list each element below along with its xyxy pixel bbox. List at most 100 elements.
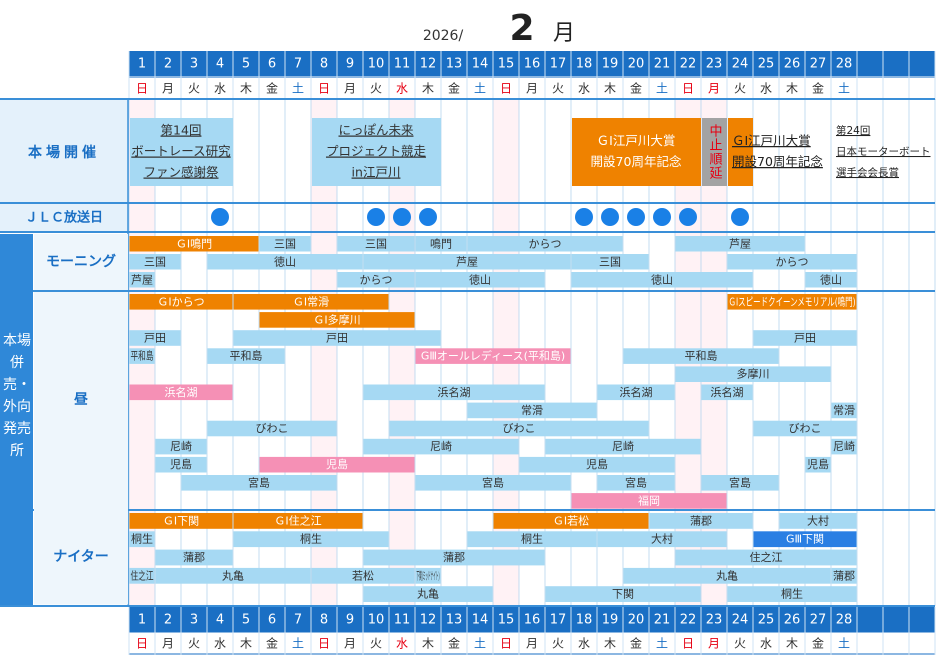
weekday: 火 — [188, 637, 200, 651]
bar-label: 住之江 — [131, 568, 154, 582]
day-number: 13 — [446, 613, 463, 628]
day-number: 5 — [242, 613, 250, 628]
bar-label: 丸亀 — [716, 568, 738, 582]
day-number: 4 — [216, 613, 224, 628]
jlc-dot — [731, 208, 749, 226]
day-number: 28 — [836, 613, 853, 628]
schedule-bar — [155, 567, 311, 584]
weekday: 木 — [240, 82, 252, 96]
weekday: 水 — [760, 637, 772, 651]
section-label-cell — [34, 292, 128, 512]
weekday: 金 — [266, 636, 278, 651]
day-number: 10 — [368, 57, 385, 72]
bar-label: ＧⅠスピードクイーンメモリアル(鳴門) — [729, 294, 856, 308]
day-number: 9 — [346, 613, 354, 628]
main-label-cell — [0, 100, 128, 202]
bar-label: 若松 — [352, 568, 374, 582]
day-number: 18 — [576, 57, 593, 72]
event-box — [572, 118, 701, 186]
day-number: 23 — [706, 613, 723, 628]
schedule-bar — [259, 456, 415, 473]
weekday: 金 — [448, 81, 460, 96]
weekday: 日 — [136, 82, 148, 96]
schedule-bar — [415, 236, 467, 252]
bar-label: ＧⅠ下関 — [163, 514, 199, 527]
bar-label: 徳山 — [469, 273, 491, 286]
weekday: 月 — [162, 82, 174, 96]
day-number: 1 — [138, 57, 146, 72]
bar-label: 三国 — [365, 237, 387, 250]
schedule-bar — [129, 384, 233, 401]
day-number: 9 — [346, 57, 354, 72]
weekday: 金 — [266, 81, 278, 96]
weekday: 月 — [708, 637, 720, 651]
weekday: 火 — [552, 637, 564, 651]
bar-label: びわこ — [789, 422, 822, 435]
weekday: 水 — [214, 82, 226, 96]
weekday: 水 — [578, 637, 590, 651]
bar-label: 桐生 — [131, 532, 153, 546]
bar-label: 蒲郡 — [690, 513, 712, 527]
bar-label: 三国 — [274, 237, 296, 250]
bar-label: 大村 — [651, 532, 673, 546]
weekday: 木 — [604, 82, 616, 96]
outlet-label-box: 本場併売・外向発売所 — [3, 333, 31, 459]
bar-label: GⅢ下関 — [786, 533, 824, 546]
bar-label: 大村 — [807, 513, 829, 527]
event-text: 第14回 — [161, 123, 202, 138]
event-box — [728, 118, 753, 186]
day-number: 28 — [836, 57, 853, 72]
schedule-bar — [805, 456, 831, 473]
bar-label: 宮島 — [729, 475, 751, 489]
schedule-bar — [363, 549, 545, 566]
weekday: 土 — [474, 82, 486, 96]
schedule-bar — [129, 348, 155, 364]
schedule-bar — [597, 384, 675, 401]
bar-label: 児島 — [326, 457, 348, 471]
event-text: 日本モーターボート — [836, 145, 931, 158]
schedule-bar — [415, 272, 545, 288]
day-number: 19 — [602, 57, 619, 72]
bar-label: 戸田 — [144, 332, 166, 345]
jlc-dot — [653, 208, 671, 226]
jlc-dot — [393, 208, 411, 226]
outlet-label: 本場併売・外向発売所 — [3, 333, 31, 459]
section-label: モーニング — [46, 253, 116, 270]
schedule-bar — [337, 236, 415, 252]
bar-label: 平和島 — [230, 349, 263, 363]
bar-label: 桐生 — [300, 532, 322, 546]
day-number: 15 — [498, 613, 515, 628]
jlc-dot — [575, 208, 593, 226]
section-label-cell — [34, 511, 128, 605]
event-text: ボートレース研究 — [131, 144, 231, 159]
day-number: 8 — [320, 57, 328, 72]
schedule-bar — [467, 531, 597, 548]
weekday: 土 — [292, 637, 304, 651]
bar-label: びわこ — [256, 422, 289, 435]
schedule-bar — [727, 254, 857, 270]
schedule-bar — [129, 330, 181, 346]
day-number: 2 — [164, 57, 172, 72]
schedule-bar — [363, 438, 519, 455]
day-number: 27 — [810, 613, 827, 628]
schedule-bar — [753, 330, 857, 346]
day-number: 16 — [524, 613, 541, 628]
section-label-cell — [34, 234, 128, 290]
bar-label: 福岡 — [638, 493, 660, 507]
day-number: 15 — [498, 57, 515, 72]
bar-label: 丸亀 — [222, 568, 244, 582]
day-number: 6 — [268, 57, 276, 72]
event-text: in江戸川 — [352, 165, 401, 180]
weekday: 日 — [318, 637, 330, 651]
day-number: 7 — [294, 613, 302, 628]
weekday: 火 — [188, 82, 200, 96]
bar-label: 平和島 — [131, 349, 154, 363]
schedule-bar — [207, 254, 363, 270]
event-text: 開設70周年記念 — [732, 154, 823, 169]
schedule-bar — [571, 272, 753, 288]
bar-label: 桐生 — [521, 532, 543, 546]
bar-label: 鳴門 — [430, 236, 452, 250]
main-label: 本場開催 — [28, 144, 100, 161]
schedule-bar — [467, 402, 597, 419]
schedule-bar — [363, 384, 545, 401]
